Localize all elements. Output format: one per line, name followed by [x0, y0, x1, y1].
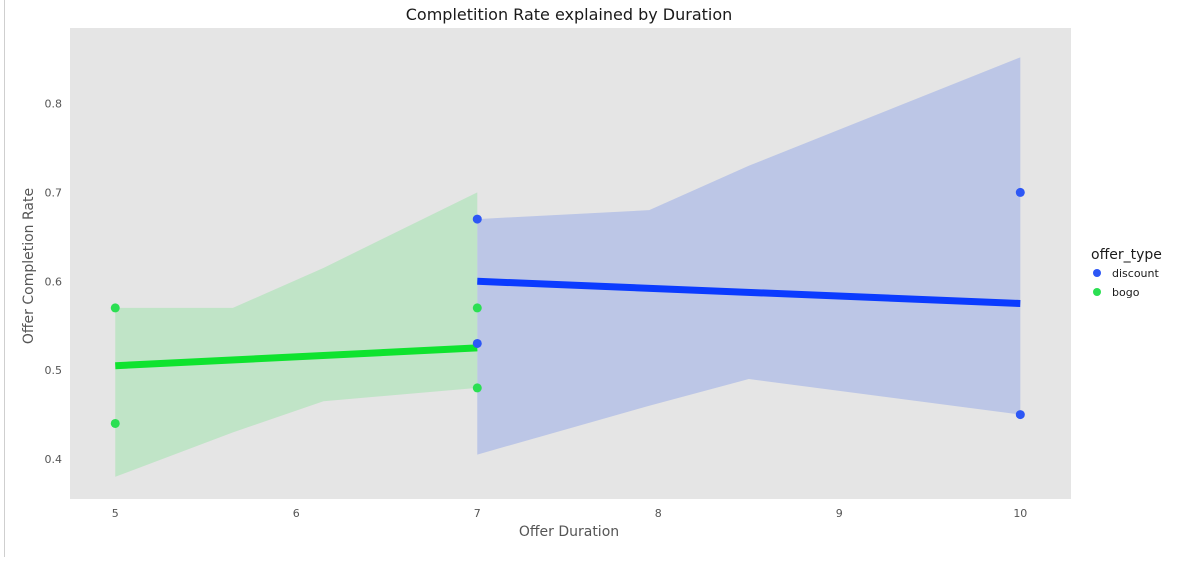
point-bogo	[472, 303, 482, 313]
point-discount	[472, 338, 482, 348]
band-bogo	[115, 192, 478, 477]
y-axis-label: Offer Completion Rate	[21, 188, 37, 344]
legend-label-bogo: bogo	[1112, 286, 1140, 299]
y-tick-labels: 0.4 0.5 0.6 0.7 0.8	[45, 98, 63, 466]
y-tick-label: 0.6	[45, 275, 63, 288]
point-bogo	[110, 303, 120, 313]
point-bogo	[472, 383, 482, 393]
legend-marker-bogo	[1093, 288, 1101, 296]
fit-line-bogo	[115, 344, 478, 370]
confidence-bands	[115, 57, 1021, 477]
data-points	[110, 187, 1025, 428]
chart-title: Completition Rate explained by Duration	[406, 5, 733, 24]
x-tick-label: 9	[836, 507, 843, 520]
x-tick-label: 10	[1013, 507, 1027, 520]
legend-label-discount: discount	[1112, 267, 1159, 280]
x-tick-label: 6	[293, 507, 300, 520]
legend-title: offer_type	[1091, 247, 1162, 263]
x-tick-labels: 5 6 7 8 9 10	[112, 507, 1028, 520]
x-tick-label: 8	[655, 507, 662, 520]
x-tick-label: 7	[474, 507, 481, 520]
y-tick-label: 0.5	[45, 364, 63, 377]
fit-line-discount	[477, 277, 1021, 307]
regression-lines	[115, 277, 1021, 370]
cell-border	[4, 0, 5, 557]
band-discount	[477, 57, 1021, 455]
point-bogo	[110, 418, 120, 428]
legend: offer_type discount bogo	[1091, 247, 1162, 299]
point-discount	[1015, 187, 1025, 197]
y-tick-label: 0.8	[45, 98, 63, 111]
point-discount	[472, 214, 482, 224]
y-tick-label: 0.4	[45, 453, 63, 466]
x-tick-label: 5	[112, 507, 119, 520]
legend-marker-discount	[1093, 269, 1101, 277]
x-axis-label: Offer Duration	[519, 524, 619, 540]
point-discount	[1015, 410, 1025, 420]
y-tick-label: 0.7	[45, 186, 63, 199]
